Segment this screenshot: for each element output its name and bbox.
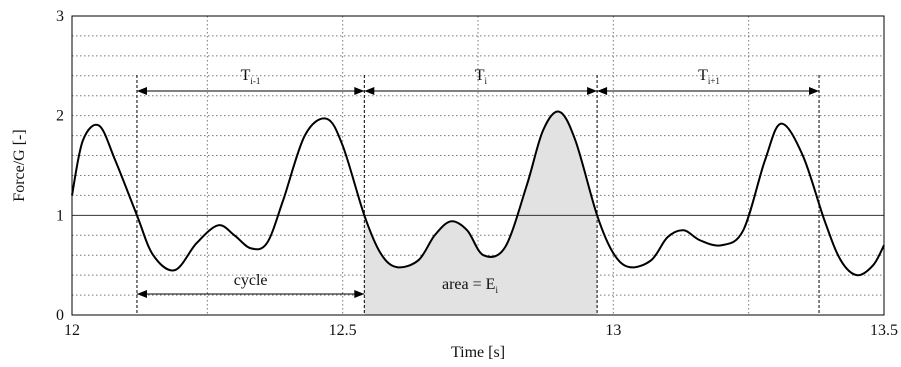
y-tick-label: 0 <box>56 307 64 324</box>
annotation-t-current: Ti <box>475 67 488 86</box>
x-tick-label: 13.5 <box>870 322 898 339</box>
x-tick-label: 13 <box>605 322 621 339</box>
shaded-area-region <box>364 111 598 315</box>
period-boundary-lines <box>136 75 820 315</box>
y-axis-label: Force/G [-] <box>11 129 28 201</box>
period-arrows <box>136 87 820 298</box>
annotation-area: area = Ei <box>442 276 498 295</box>
arrowhead-left <box>136 290 147 298</box>
plot-frame <box>71 15 885 316</box>
x-tick-label: 12.5 <box>329 322 357 339</box>
force-curve <box>71 110 885 277</box>
arrowhead-right <box>587 87 598 95</box>
x-tick-labels: 12 12.5 13 13.5 <box>64 322 898 339</box>
grid <box>72 16 884 315</box>
annotation-t-next: Ti+1 <box>698 67 720 86</box>
y-tick-label: 3 <box>56 8 64 25</box>
y-tick-label: 1 <box>56 207 64 224</box>
y-tick-label: 2 <box>56 108 64 125</box>
annotation-cycle: cycle <box>234 272 268 289</box>
x-tick-label: 12 <box>64 322 80 339</box>
arrowhead-right <box>354 87 365 95</box>
arrowhead-right <box>354 290 365 298</box>
arrowhead-left <box>136 87 147 95</box>
y-tick-labels: 0 1 2 3 <box>56 8 64 324</box>
arrowhead-left <box>364 87 375 95</box>
annotation-t-previous: Ti-1 <box>241 67 261 86</box>
arrowhead-left <box>597 87 608 95</box>
x-axis-label: Time [s] <box>451 344 505 361</box>
arrowhead-right <box>809 87 820 95</box>
